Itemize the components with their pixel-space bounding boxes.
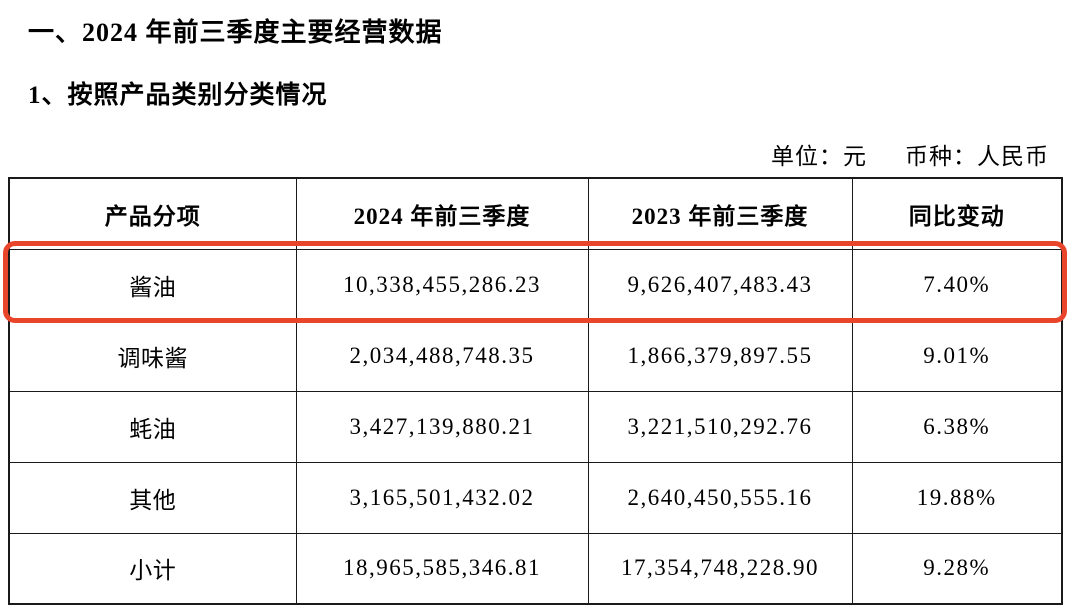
cell-2024-value: 18,965,585,346.81 [295,532,589,605]
unit-label: 单位：元 [771,144,867,169]
cell-product: 其他 [8,461,297,534]
cell-product: 蚝油 [8,390,297,463]
cell-2024-value: 10,338,455,286.23 [295,248,589,321]
cell-yoy-value: 7.40% [851,248,1063,321]
cell-product: 小计 [8,532,297,605]
table-header-row: 产品分项 2024 年前三季度 2023 年前三季度 同比变动 [8,177,1063,250]
currency-label: 币种：人民币 [905,144,1049,169]
table-row-oyster-sauce: 蚝油 3,427,139,880.21 3,221,510,292.76 6.3… [8,390,1063,463]
col-header-2024: 2024 年前三季度 [295,177,589,250]
cell-2024-value: 3,165,501,432.02 [295,461,589,534]
cell-2023-value: 1,866,379,897.55 [587,319,853,392]
unit-currency-line: 单位：元 币种：人民币 [8,137,1063,171]
col-header-yoy: 同比变动 [851,177,1063,250]
cell-2024-value: 3,427,139,880.21 [295,390,589,463]
cell-yoy-value: 9.28% [851,532,1063,605]
cell-2023-value: 3,221,510,292.76 [587,390,853,463]
data-table-wrapper: 产品分项 2024 年前三季度 2023 年前三季度 同比变动 酱油 10,33… [3,177,1067,605]
cell-product: 酱油 [8,248,297,321]
cell-2024-value: 2,034,488,748.35 [295,319,589,392]
cell-yoy-value: 6.38% [851,390,1063,463]
page-title: 一、2024 年前三季度主要经营数据 [28,18,443,47]
cell-product: 调味酱 [8,319,297,392]
table-row-other: 其他 3,165,501,432.02 2,640,450,555.16 19.… [8,461,1063,534]
cell-2023-value: 17,354,748,228.90 [587,532,853,605]
cell-yoy-value: 19.88% [851,461,1063,534]
table-row-seasoning-sauce: 调味酱 2,034,488,748.35 1,866,379,897.55 9.… [8,319,1063,392]
cell-2023-value: 2,640,450,555.16 [587,461,853,534]
col-header-2023: 2023 年前三季度 [587,177,853,250]
table-row-soy-sauce: 酱油 10,338,455,286.23 9,626,407,483.43 7.… [8,248,1063,321]
section-subtitle: 1、按照产品类别分类情况 [28,82,328,109]
col-header-product: 产品分项 [8,177,297,250]
cell-2023-value: 9,626,407,483.43 [587,248,853,321]
product-data-table: 产品分项 2024 年前三季度 2023 年前三季度 同比变动 酱油 10,33… [8,177,1063,605]
cell-yoy-value: 9.01% [851,319,1063,392]
table-row-subtotal: 小计 18,965,585,346.81 17,354,748,228.90 9… [8,532,1063,605]
